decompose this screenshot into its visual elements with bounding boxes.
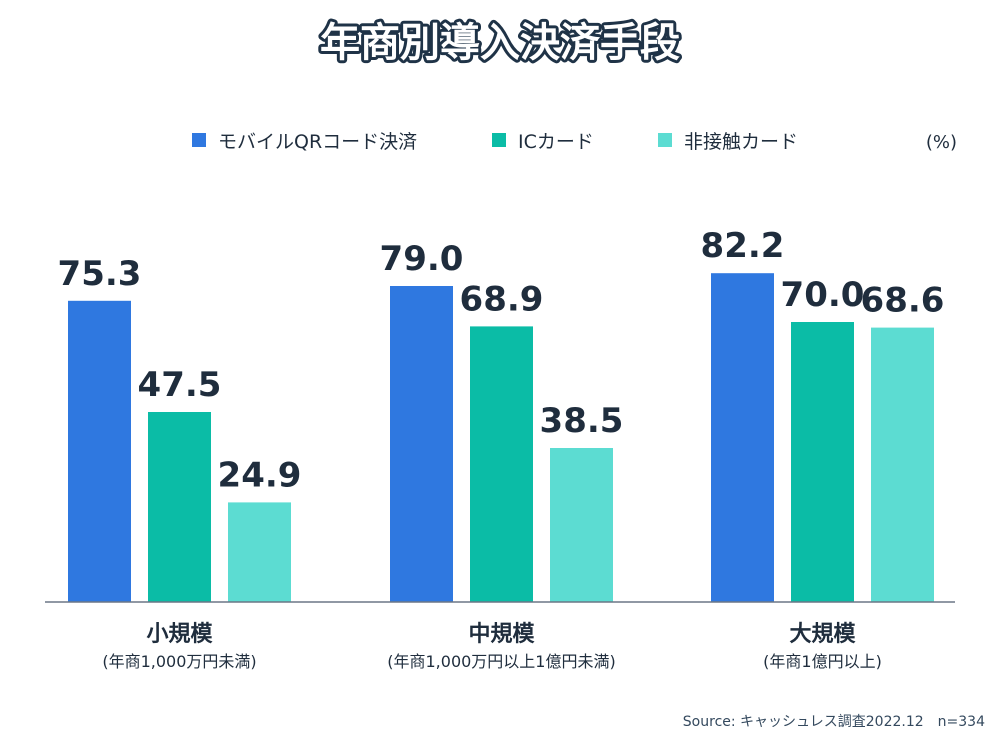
legend-swatch [658,133,672,147]
data-label: 68.6 [861,281,945,321]
legend-label: ICカード [518,131,594,153]
data-label: 24.9 [218,455,302,495]
unit-label: (%) [926,132,957,153]
data-label: 47.5 [138,365,222,405]
bar [791,322,854,602]
data-label: 70.0 [781,275,865,315]
bar [711,273,774,602]
bars-group: 75.3 47.5 24.9 79.068.9 38.5 82.2 70.068.6 [58,226,945,602]
bar [871,327,934,602]
data-label: 75.3 [58,254,142,294]
category-label: 大規模 [789,622,856,647]
chart-title: 年商別導入決済手段 [320,20,680,66]
category-note: (年商1,000万円以上1億円未満) [387,652,615,671]
bar [390,286,453,602]
data-label: 82.2 [701,226,785,266]
data-label: 79.0 [380,239,464,279]
legend-swatch [192,133,206,147]
data-label: 68.9 [460,279,544,319]
legend: モバイルQRコード決済 ICカード 非接触カード [192,131,798,153]
legend-label: モバイルQRコード決済 [218,131,417,153]
category-label: 小規模 [146,622,213,647]
bar [550,448,613,602]
category-labels: 小規模 (年商1,000万円未満) 中規模 (年商1,000万円以上1億円未満) 大規模… [102,622,881,671]
bar [470,326,533,602]
bar [228,502,291,602]
legend-label: 非接触カード [684,131,798,153]
category-label: 中規模 [468,622,535,647]
data-label: 38.5 [540,401,624,441]
category-note: (年商1億円以上) [763,652,882,671]
bar [148,412,211,602]
bar [68,300,131,602]
source-note: Source: キャッシュレス調査2022.12 n=334 [683,714,985,730]
legend-swatch [492,133,506,147]
category-note: (年商1,000万円未満) [102,652,256,671]
